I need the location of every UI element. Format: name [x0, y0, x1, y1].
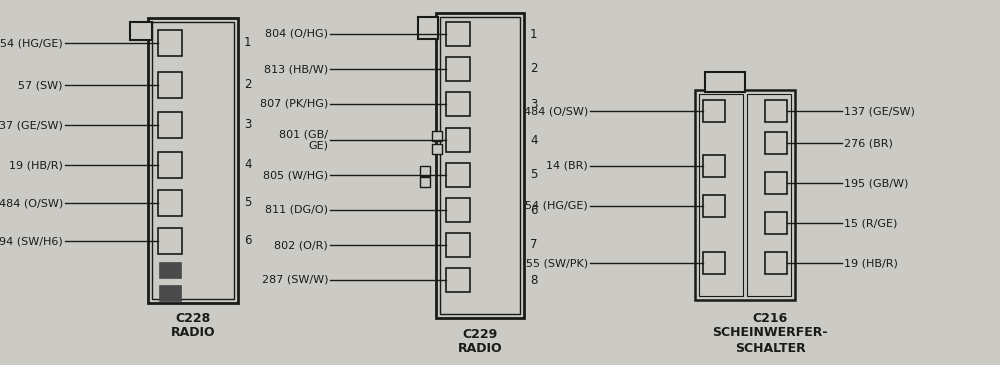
Text: 3: 3 [244, 119, 251, 131]
Bar [703, 155, 725, 177]
Bar [420, 177, 430, 187]
Text: 5: 5 [244, 196, 251, 210]
Text: 7: 7 [530, 238, 538, 251]
Text: 484 (O/SW): 484 (O/SW) [0, 198, 63, 208]
Text: 484 (O/SW): 484 (O/SW) [524, 106, 588, 116]
Text: 55 (SW/PK): 55 (SW/PK) [526, 258, 588, 268]
Text: 813 (HB/W): 813 (HB/W) [264, 64, 328, 74]
Text: 5: 5 [530, 169, 537, 181]
Text: 287 (SW/W): 287 (SW/W) [262, 275, 328, 285]
Text: SCHEINWERFER-: SCHEINWERFER- [712, 327, 828, 339]
Text: 811 (DG/O): 811 (DG/O) [265, 205, 328, 215]
Bar [432, 144, 442, 154]
Text: 2: 2 [530, 62, 538, 76]
Text: 19 (HB/R): 19 (HB/R) [844, 258, 898, 268]
Text: 19 (HB/R): 19 (HB/R) [9, 160, 63, 170]
Bar [158, 228, 182, 254]
Bar [418, 17, 438, 39]
Text: 276 (BR): 276 (BR) [844, 138, 893, 148]
Text: C229: C229 [462, 327, 498, 341]
Text: 694 (SW/H6): 694 (SW/H6) [0, 236, 63, 246]
Text: 137 (GE/SW): 137 (GE/SW) [0, 120, 63, 130]
Text: C228: C228 [175, 312, 211, 326]
Bar [747, 94, 791, 296]
Text: RADIO: RADIO [171, 327, 215, 339]
Bar [765, 100, 787, 122]
Bar [420, 166, 430, 176]
Bar [158, 152, 182, 178]
Text: RADIO: RADIO [458, 342, 502, 354]
Text: 4: 4 [244, 158, 252, 172]
Bar [446, 128, 470, 152]
Text: 15 (R/GE): 15 (R/GE) [844, 218, 897, 228]
Text: 8: 8 [530, 273, 537, 287]
Text: 6: 6 [244, 234, 252, 247]
Bar [703, 100, 725, 122]
Text: 801 (GB/
GE): 801 (GB/ GE) [279, 129, 328, 151]
Bar [695, 90, 795, 300]
Bar [446, 198, 470, 222]
Bar [148, 18, 238, 303]
Bar [446, 22, 470, 46]
Bar [158, 190, 182, 216]
Text: SCHALTER: SCHALTER [735, 342, 805, 354]
Bar [446, 233, 470, 257]
Bar [446, 57, 470, 81]
Bar [446, 163, 470, 187]
Text: 805 (W/HG): 805 (W/HG) [263, 170, 328, 180]
Bar [765, 252, 787, 274]
Bar [703, 195, 725, 217]
Text: 4: 4 [530, 134, 538, 146]
Bar [699, 94, 743, 296]
Bar [446, 268, 470, 292]
Text: 1: 1 [530, 27, 538, 41]
Bar [158, 112, 182, 138]
Bar [159, 262, 181, 278]
Text: 1: 1 [244, 36, 252, 50]
Bar [159, 285, 181, 301]
Bar [703, 252, 725, 274]
Text: C216: C216 [752, 311, 788, 324]
Bar [158, 72, 182, 98]
Text: 195 (GB/W): 195 (GB/W) [844, 178, 908, 188]
Bar [158, 30, 182, 56]
Text: 2: 2 [244, 78, 252, 92]
Bar [436, 13, 524, 318]
Text: 804 (O/HG): 804 (O/HG) [265, 29, 328, 39]
Text: 54 (HG/GE): 54 (HG/GE) [525, 201, 588, 211]
Bar [765, 212, 787, 234]
Bar [432, 131, 442, 141]
Text: 54 (HG/GE): 54 (HG/GE) [0, 38, 63, 48]
Text: 3: 3 [530, 97, 537, 111]
Bar [765, 172, 787, 194]
Bar [705, 72, 745, 92]
Bar [440, 17, 520, 314]
Bar [130, 22, 152, 40]
Text: 6: 6 [530, 204, 538, 216]
Text: 807 (PK/HG): 807 (PK/HG) [260, 99, 328, 109]
Bar [765, 132, 787, 154]
Text: 57 (SW): 57 (SW) [18, 80, 63, 90]
Text: 137 (GE/SW): 137 (GE/SW) [844, 106, 915, 116]
Text: 802 (O/R): 802 (O/R) [274, 240, 328, 250]
Bar [446, 92, 470, 116]
Text: 14 (BR): 14 (BR) [546, 161, 588, 171]
Bar [152, 22, 234, 299]
